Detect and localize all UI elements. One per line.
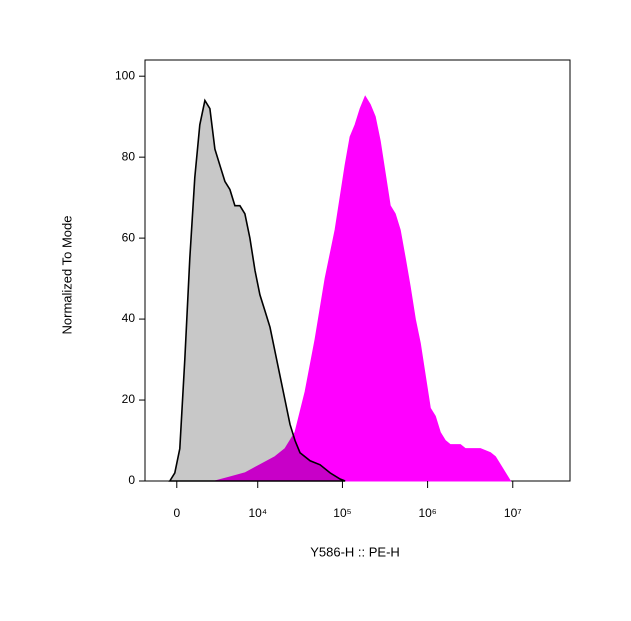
x-tick-label: 10⁷	[504, 506, 522, 520]
areas	[168, 95, 512, 482]
histogram-area	[214, 95, 512, 482]
x-tick-label: 10⁵	[333, 506, 351, 520]
y-tick-label: 100	[115, 68, 135, 82]
x-tick-label: 0	[173, 506, 180, 520]
y-tick-label: 40	[122, 311, 136, 325]
histogram-area	[168, 98, 346, 482]
x-tick-label: 10⁴	[248, 506, 267, 520]
y-tick-label: 20	[122, 392, 136, 406]
y-tick-label: 0	[128, 473, 135, 487]
y-tick-label: 60	[122, 230, 136, 244]
x-axis-label: Y586-H :: PE-H	[310, 544, 400, 559]
y-axis-label: Normalized To Mode	[59, 216, 74, 335]
x-tick-label: 10⁶	[418, 506, 436, 520]
y-tick-label: 80	[122, 149, 136, 163]
